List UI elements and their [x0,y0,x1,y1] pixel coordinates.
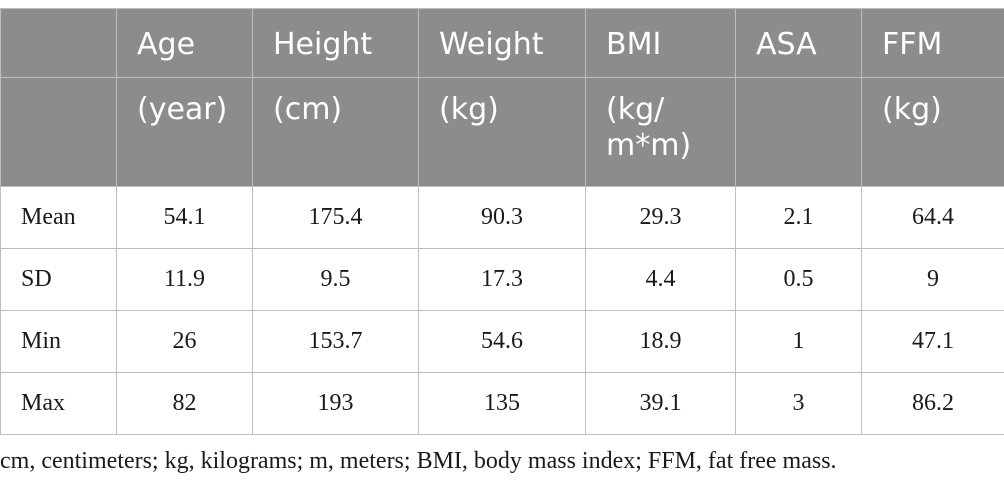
table-cell: 54.6 [418,310,586,373]
table-footnote: cm, centimeters; kg, kilograms; m, meter… [0,448,837,474]
header-height: Height [252,8,419,78]
table-cell: 26 [116,310,253,373]
table-cell: 47.1 [861,310,1004,373]
header-corner [0,8,117,78]
table-cell: 39.1 [585,372,736,435]
unit-height: (cm) [252,77,419,187]
table-cell: 64.4 [861,186,1004,249]
unit-age: (year) [116,77,253,187]
header-bmi: BMI [585,8,736,78]
table-row: SD 11.9 9.5 17.3 4.4 0.5 9 [0,248,1004,311]
table-cell: 9.5 [252,248,419,311]
table-cell: 11.9 [116,248,253,311]
unit-asa [735,77,862,187]
table-row: Max 82 193 135 39.1 3 86.2 [0,372,1004,435]
unit-corner [0,77,117,187]
table-cell: 18.9 [585,310,736,373]
table-cell: 175.4 [252,186,419,249]
unit-weight: (kg) [418,77,586,187]
table-cell: 135 [418,372,586,435]
table-cell: 82 [116,372,253,435]
table-cell: 193 [252,372,419,435]
header-row-names: Age Height Weight BMI ASA FFM [0,8,1004,78]
table-row: Mean 54.1 175.4 90.3 29.3 2.1 64.4 [0,186,1004,249]
table-cell: 1 [735,310,862,373]
table-cell: 4.4 [585,248,736,311]
table-cell: 86.2 [861,372,1004,435]
table-cell: 3 [735,372,862,435]
table-cell: 54.1 [116,186,253,249]
row-label: Mean [0,186,117,249]
table-cell: 90.3 [418,186,586,249]
table-cell: 153.7 [252,310,419,373]
table-row: Min 26 153.7 54.6 18.9 1 47.1 [0,310,1004,373]
unit-bmi: (kg/ m*m) [585,77,736,187]
header-age: Age [116,8,253,78]
table-cell: 29.3 [585,186,736,249]
header-ffm: FFM [861,8,1004,78]
table-cell: 0.5 [735,248,862,311]
table-cell: 17.3 [418,248,586,311]
table-cell: 9 [861,248,1004,311]
table-cell: 2.1 [735,186,862,249]
header-asa: ASA [735,8,862,78]
table-header: Age Height Weight BMI ASA FFM (year) (cm… [0,8,1004,187]
unit-ffm: (kg) [861,77,1004,187]
header-row-units: (year) (cm) (kg) (kg/ m*m) (kg) [0,77,1004,187]
header-weight: Weight [418,8,586,78]
row-label: SD [0,248,117,311]
statistics-table: Age Height Weight BMI ASA FFM (year) (cm… [0,8,1004,435]
table-body: Mean 54.1 175.4 90.3 29.3 2.1 64.4 SD 11… [0,186,1004,435]
row-label: Min [0,310,117,373]
row-label: Max [0,372,117,435]
